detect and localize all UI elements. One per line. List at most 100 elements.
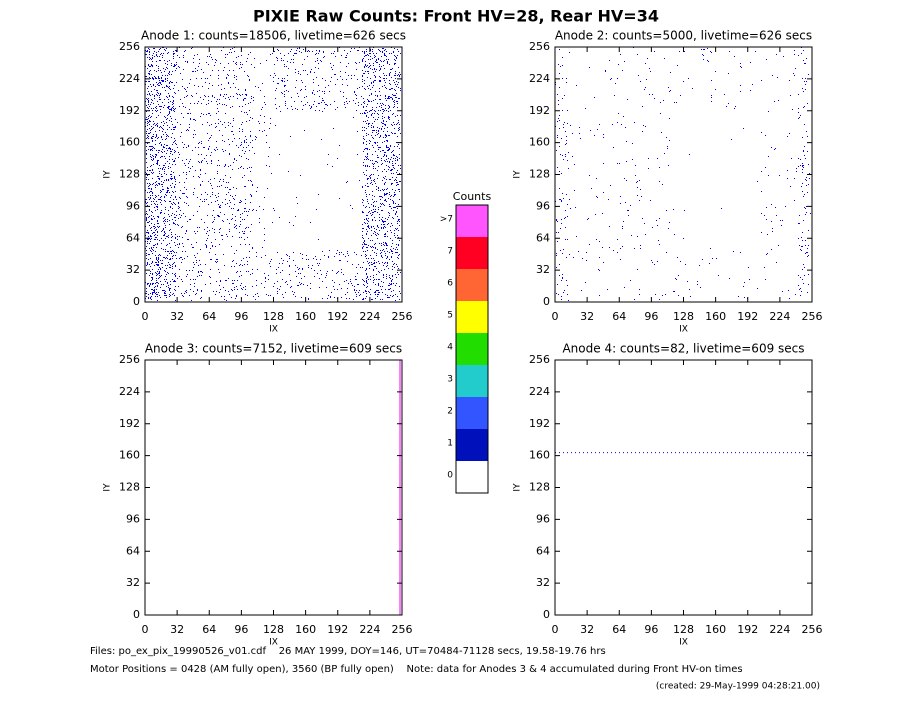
y-tick-label: 256 [119,353,140,366]
x-tick-label: 224 [359,623,380,636]
x-tick-label: 160 [295,310,316,323]
panel-title: Anode 1: counts=18506, livetime=626 secs [141,29,406,43]
y-tick-label: 224 [119,72,140,85]
y-tick-label: 192 [529,417,550,430]
colorbar-label: 6 [447,279,453,289]
x-tick-label: 32 [580,623,594,636]
panel-title: Anode 3: counts=7152, livetime=609 secs [145,342,402,356]
x-tick-label: 224 [359,310,380,323]
y-tick-label: 256 [529,353,550,366]
y-tick-label: 224 [119,385,140,398]
y-tick-label: 128 [529,168,550,181]
colorbar-swatch [456,397,488,429]
colorbar-label: >7 [440,215,453,225]
x-tick-label: 160 [295,623,316,636]
y-tick-label: 224 [529,385,550,398]
y-tick-label: 0 [543,295,550,308]
y-tick-label: 64 [126,231,140,244]
colorbar-swatch [456,333,488,365]
y-tick-label: 0 [133,608,140,621]
plot-frame [144,46,403,303]
count-pixels [145,47,401,301]
plot-frame [554,359,813,616]
y-tick-label: 64 [126,544,140,557]
y-tick-label: 128 [119,168,140,181]
y-tick-label: 160 [119,136,140,149]
y-tick-label: 32 [536,263,550,276]
x-tick-label: 0 [552,623,559,636]
colorbar-swatch [456,301,488,333]
panel-title: Anode 2: counts=5000, livetime=626 secs [555,29,812,43]
y-axis-label: IY [103,170,113,179]
x-tick-label: 0 [142,623,149,636]
x-tick-label: 192 [327,623,348,636]
plot-frame [144,359,403,616]
x-tick-label: 224 [769,623,790,636]
x-axis-label: IX [269,638,278,648]
y-tick-label: 64 [536,231,550,244]
x-axis-label: IX [679,325,688,335]
x-axis-label: IX [269,325,278,335]
x-tick-label: 128 [673,623,694,636]
x-tick-label: 160 [705,623,726,636]
y-tick-label: 224 [529,72,550,85]
y-tick-label: 96 [126,512,140,525]
y-tick-label: 160 [529,136,550,149]
colorbar-swatch [456,205,488,237]
x-tick-label: 256 [802,310,823,323]
y-tick-label: 128 [529,481,550,494]
y-axis-label: IY [513,483,523,492]
count-pixels [555,47,811,301]
x-tick-label: 192 [327,310,348,323]
colorbar-swatch [456,237,488,269]
y-tick-label: 0 [543,608,550,621]
x-tick-label: 128 [263,623,284,636]
y-tick-label: 160 [119,449,140,462]
panel-title: Anode 4: counts=82, livetime=609 secs [562,342,804,356]
y-tick-label: 256 [119,40,140,53]
colorbar-label: 2 [447,407,453,417]
colorbar-frame [455,204,489,494]
colorbar-label: 1 [447,439,453,449]
y-tick-label: 192 [119,104,140,117]
x-tick-label: 64 [202,310,216,323]
x-tick-label: 96 [234,310,248,323]
x-tick-label: 256 [802,623,823,636]
y-tick-label: 192 [529,104,550,117]
x-tick-label: 160 [705,310,726,323]
x-tick-label: 0 [552,310,559,323]
y-tick-label: 160 [529,449,550,462]
x-tick-label: 64 [612,310,626,323]
x-tick-label: 192 [737,310,758,323]
y-tick-label: 96 [536,512,550,525]
x-tick-label: 128 [263,310,284,323]
y-tick-label: 96 [536,199,550,212]
x-tick-label: 192 [737,623,758,636]
x-tick-label: 96 [234,623,248,636]
x-axis-label: IX [679,638,688,648]
footer-line: (created: 29-May-1999 04:28:21.00) [656,682,820,692]
colorbar-swatch [456,269,488,301]
y-tick-label: 96 [126,199,140,212]
colorbar-swatch [456,365,488,397]
x-tick-label: 0 [142,310,149,323]
colorbar-label: 0 [447,471,453,481]
y-tick-label: 0 [133,295,140,308]
y-tick-label: 32 [126,263,140,276]
plot-frame [554,46,813,303]
colorbar-label: 4 [447,343,453,353]
x-tick-label: 32 [580,310,594,323]
colorbar-swatch [456,429,488,461]
footer-line: Files: po_ex_pix_19990526_v01.cdf 26 MAY… [90,646,606,657]
x-tick-label: 64 [202,623,216,636]
x-tick-label: 96 [644,310,658,323]
x-tick-label: 256 [392,310,413,323]
y-tick-label: 32 [126,576,140,589]
colorbar-title: Counts [453,190,492,203]
colorbar-swatch [456,461,488,493]
colorbar-label: 5 [447,311,453,321]
x-tick-label: 32 [170,310,184,323]
x-tick-label: 96 [644,623,658,636]
